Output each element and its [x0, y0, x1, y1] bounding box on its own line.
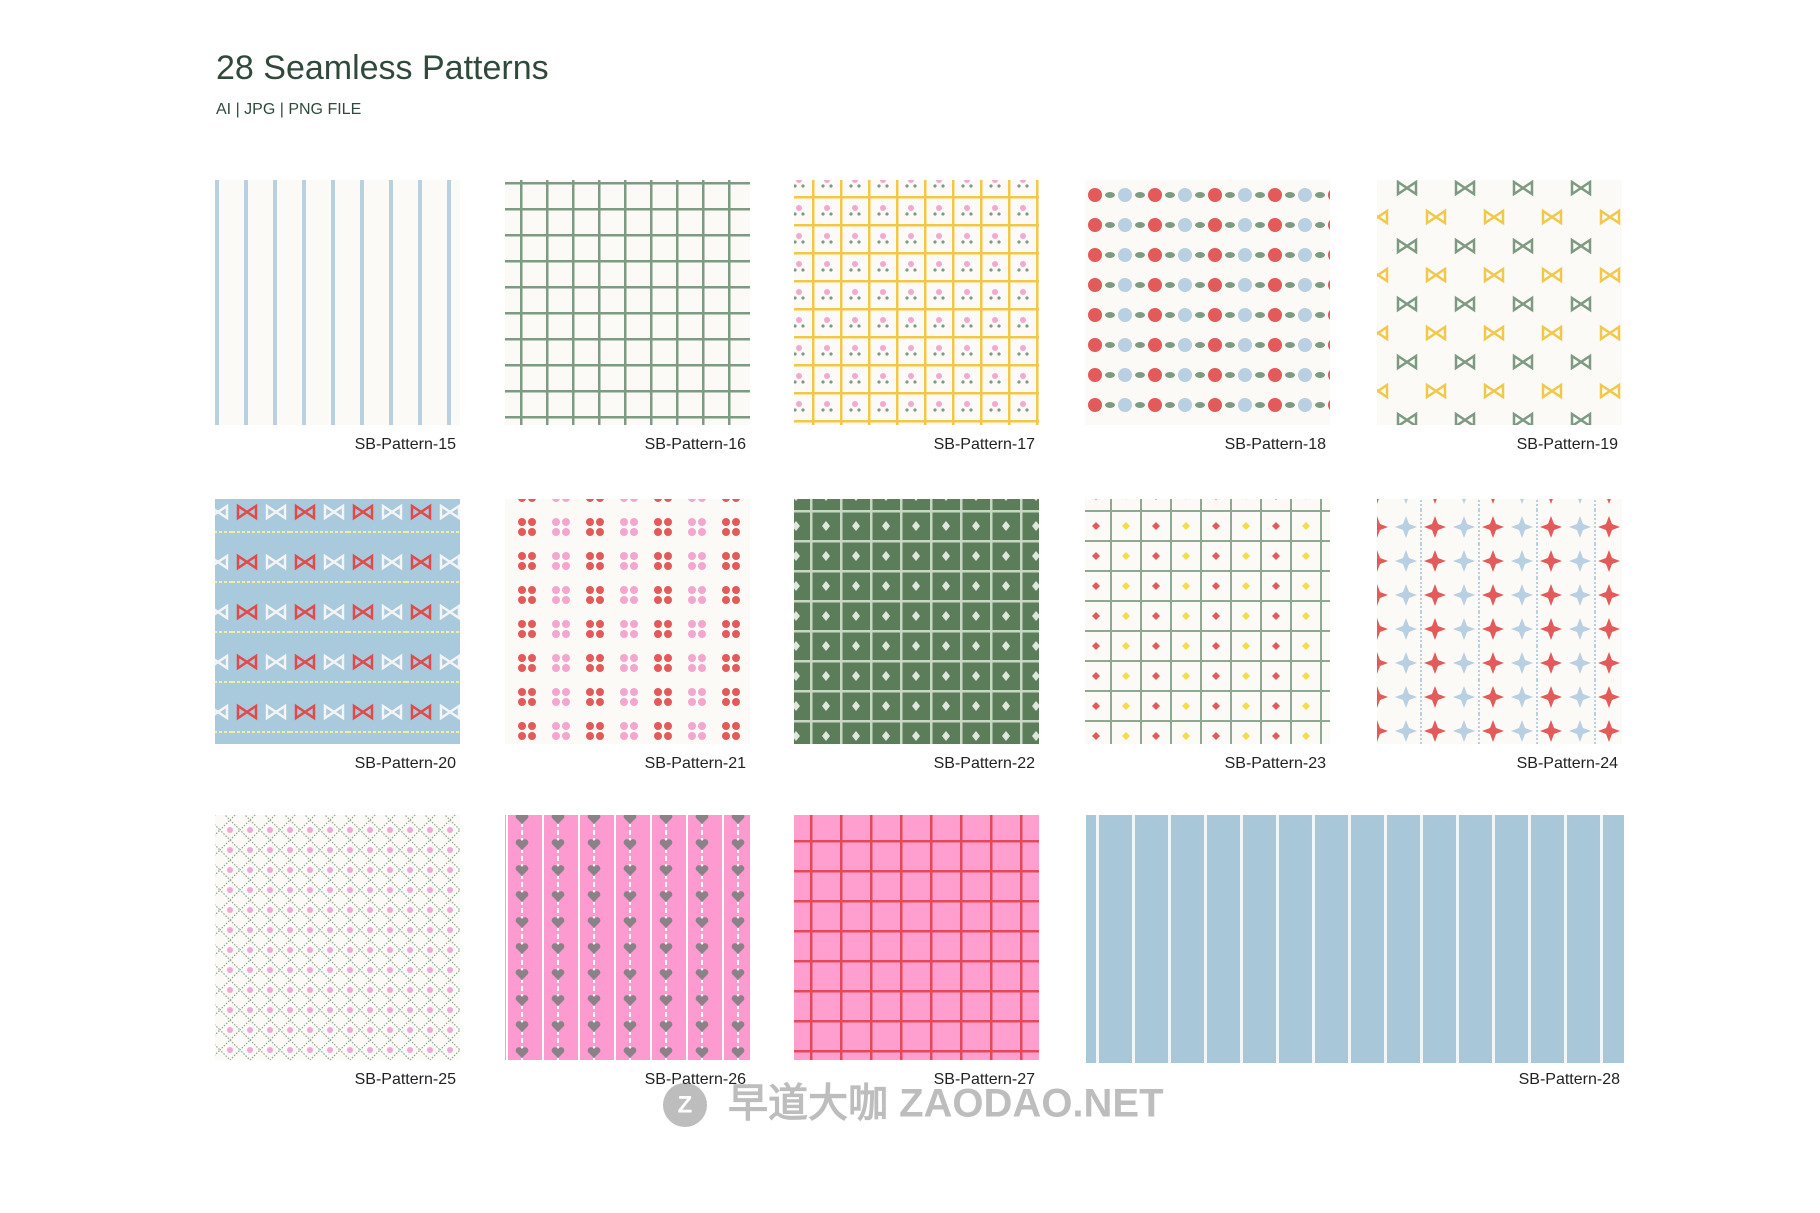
pattern-tile [794, 815, 1039, 1060]
pattern-tile [794, 499, 1039, 744]
pattern-tile [215, 499, 460, 744]
pattern-tile [1377, 180, 1622, 425]
pattern-label: SB-Pattern-25 [355, 1071, 456, 1088]
pattern-tile [215, 180, 460, 425]
pattern-label: SB-Pattern-20 [355, 755, 456, 772]
watermark-logo [663, 1083, 707, 1127]
pattern-label: SB-Pattern-22 [934, 755, 1035, 772]
pattern-label: SB-Pattern-16 [645, 436, 746, 453]
pattern-tile [794, 180, 1039, 425]
pattern-tile [505, 815, 750, 1060]
pattern-tile [505, 180, 750, 425]
pattern-label: SB-Pattern-28 [1519, 1071, 1620, 1088]
pattern-tile [215, 815, 460, 1060]
pattern-label: SB-Pattern-23 [1225, 755, 1326, 772]
pattern-label: SB-Pattern-15 [355, 436, 456, 453]
pattern-tile [1086, 815, 1624, 1063]
pattern-tile [1085, 180, 1330, 425]
pattern-tile [1377, 499, 1622, 744]
pattern-label: SB-Pattern-18 [1225, 436, 1326, 453]
pattern-label: SB-Pattern-27 [934, 1071, 1035, 1088]
pattern-label: SB-Pattern-24 [1517, 755, 1618, 772]
page-title: 28 Seamless Patterns [216, 49, 549, 87]
pattern-label: SB-Pattern-19 [1517, 436, 1618, 453]
watermark: 早道大咖 ZAODAO.NET [728, 1082, 1164, 1126]
pattern-tile [1085, 499, 1330, 744]
pattern-label: SB-Pattern-26 [645, 1071, 746, 1088]
watermark-logo-letter: Z [678, 1091, 693, 1118]
pattern-tile [505, 499, 750, 744]
pattern-label: SB-Pattern-17 [934, 436, 1035, 453]
pattern-label: SB-Pattern-21 [645, 755, 746, 772]
page-subtitle: AI | JPG | PNG FILE [216, 101, 361, 118]
